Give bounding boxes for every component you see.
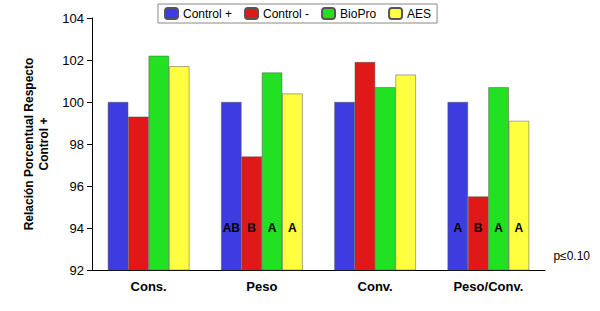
svg-text:A: A xyxy=(515,221,524,235)
svg-text:B: B xyxy=(247,221,256,235)
svg-text:Control +: Control + xyxy=(37,118,51,171)
svg-text:p≤0.10: p≤0.10 xyxy=(553,249,590,263)
svg-text:AB: AB xyxy=(223,221,241,235)
svg-text:Peso: Peso xyxy=(246,279,277,294)
svg-text:A: A xyxy=(268,221,277,235)
svg-text:A: A xyxy=(288,221,297,235)
svg-text:94: 94 xyxy=(70,221,84,236)
svg-text:96: 96 xyxy=(70,179,84,194)
svg-text:104: 104 xyxy=(62,11,84,26)
svg-text:A: A xyxy=(494,221,503,235)
svg-text:Control +: Control + xyxy=(183,7,232,21)
svg-text:Peso/Conv.: Peso/Conv. xyxy=(453,279,523,294)
svg-text:AES: AES xyxy=(407,7,431,21)
svg-text:102: 102 xyxy=(62,53,84,68)
svg-text:Control -: Control - xyxy=(263,7,309,21)
svg-text:100: 100 xyxy=(62,95,84,110)
svg-text:Conv.: Conv. xyxy=(358,279,393,294)
svg-text:Relación Porcentual Respecto: Relación Porcentual Respecto xyxy=(22,58,36,231)
svg-text:A: A xyxy=(453,221,462,235)
svg-text:92: 92 xyxy=(70,263,84,278)
svg-text:98: 98 xyxy=(70,137,84,152)
svg-text:B: B xyxy=(474,221,483,235)
svg-text:BioPro: BioPro xyxy=(340,7,376,21)
svg-text:Cons.: Cons. xyxy=(131,279,167,294)
